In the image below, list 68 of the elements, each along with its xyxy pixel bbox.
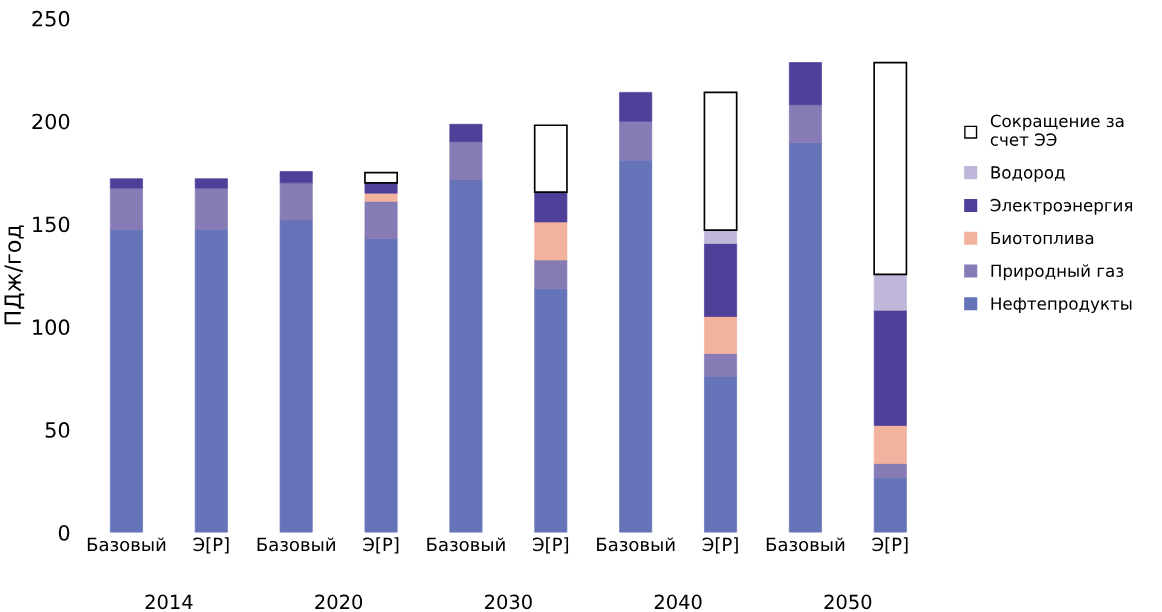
bar: [533, 124, 568, 193]
y-tick-label: 0: [58, 524, 70, 541]
legend-label: Природный газ: [991, 264, 1124, 281]
bar: [873, 274, 907, 311]
legend-label: Электроэнергия: [990, 198, 1133, 215]
bar: [873, 61, 908, 276]
x-tick-label: Базовый: [87, 537, 166, 552]
y-axis-title: ПДж/год: [4, 225, 25, 325]
y-tick-label: 150: [33, 216, 70, 233]
bar: [449, 179, 483, 533]
y-tick-label: 250: [32, 10, 70, 27]
legend-label: Биотоплива: [991, 231, 1094, 245]
bar: [364, 171, 399, 184]
bar: [364, 182, 398, 194]
bar: [873, 477, 907, 533]
legend-label: Водород: [991, 166, 1065, 182]
bar: [279, 171, 313, 184]
bar: [788, 104, 822, 144]
bar: [873, 425, 907, 464]
bar: [109, 178, 143, 189]
bar: [534, 191, 568, 223]
text: 2040: [654, 594, 702, 610]
y-tick-label: 50: [45, 422, 70, 438]
bar: [364, 192, 398, 202]
text: 2014: [145, 594, 193, 610]
legend-label: Сокращение за счет ЭЭ: [990, 114, 1124, 146]
legend-label: Нефтепродукты: [991, 297, 1132, 314]
bar: [109, 187, 143, 230]
bar: [873, 310, 907, 426]
bar: [109, 228, 143, 533]
y-tick-label: 100: [33, 319, 70, 336]
bar: [194, 228, 228, 533]
bar: [534, 259, 568, 290]
text: 2030: [485, 594, 532, 610]
bar: [279, 219, 313, 533]
x-tick-label: Базовый: [597, 537, 675, 552]
bar: [873, 463, 907, 479]
bar: [704, 243, 738, 317]
x-tick-label: Базовый: [427, 537, 505, 552]
bar: [534, 221, 568, 261]
y-tick-label: 200: [32, 113, 70, 130]
bar: [194, 178, 228, 189]
bar: [703, 91, 738, 231]
bar: [788, 142, 822, 533]
bar: [364, 201, 398, 239]
x-tick-label: Э[Р]: [872, 537, 908, 554]
bar: [619, 159, 653, 533]
bar: [364, 238, 398, 533]
bar: [704, 353, 738, 377]
bar: [449, 141, 483, 181]
bar: [449, 123, 483, 143]
bar: [704, 229, 738, 244]
x-tick-label: Э[Р]: [533, 537, 569, 554]
x-tick-label: Базовый: [766, 537, 845, 552]
text: 2020: [315, 594, 363, 610]
bar: [619, 120, 653, 161]
bar: [704, 375, 738, 533]
bar: [788, 62, 822, 106]
bar: [704, 316, 738, 354]
x-tick-label: Э[Р]: [363, 537, 399, 554]
text: 2050: [824, 594, 872, 610]
bar: [194, 187, 228, 230]
x-tick-label: Базовый: [257, 537, 335, 552]
x-tick-label: Э[Р]: [193, 537, 229, 554]
bar: [534, 288, 568, 533]
bar: [279, 182, 313, 221]
x-tick-label: Э[Р]: [702, 537, 738, 554]
bar: [619, 92, 653, 122]
